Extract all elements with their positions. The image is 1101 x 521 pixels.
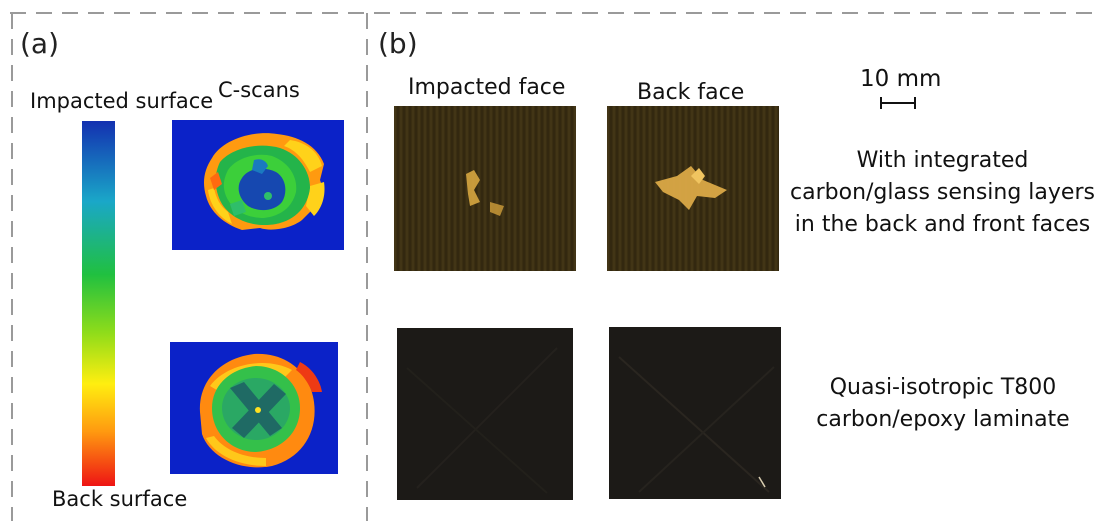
scale-bar (880, 97, 916, 109)
cscan-image-sensing (172, 120, 344, 250)
photo-sensing-back-face (607, 106, 779, 271)
photo-quasi-isotropic-back-face (609, 327, 781, 499)
panel-b-label: (b) (378, 27, 418, 60)
panel-a-label: (a) (20, 27, 60, 60)
cscan-image-quasi-isotropic (170, 342, 338, 474)
row-sensing-line-3: in the back and front faces (794, 211, 1091, 237)
photo-sensing-impacted-face (394, 106, 576, 271)
row-sensing-line-1: With integrated (856, 148, 1029, 173)
row-quasi-isotropic-line-2: carbon/epoxy laminate (816, 406, 1070, 432)
colorbar-bottom-label: Back surface (52, 487, 188, 511)
cscans-title: C-scans (218, 78, 300, 102)
row-quasi-isotropic-description: Quasi-isotropic T800 carbon/epoxy lamina… (793, 372, 1093, 436)
scale-bar-label: 10 mm (860, 66, 942, 92)
row-sensing-line-2: carbon/glass sensing layers (790, 179, 1095, 205)
photo-quasi-isotropic-impacted-face (397, 328, 573, 500)
colorbar-top-label: Impacted surface (30, 89, 214, 113)
column-header-impacted-face: Impacted face (408, 75, 566, 100)
row-sensing-description: With integrated carbon/glass sensing lay… (784, 145, 1101, 241)
depth-colorbar (82, 121, 115, 486)
column-header-back-face: Back face (637, 80, 745, 105)
row-quasi-isotropic-line-1: Quasi-isotropic T800 (829, 375, 1057, 400)
